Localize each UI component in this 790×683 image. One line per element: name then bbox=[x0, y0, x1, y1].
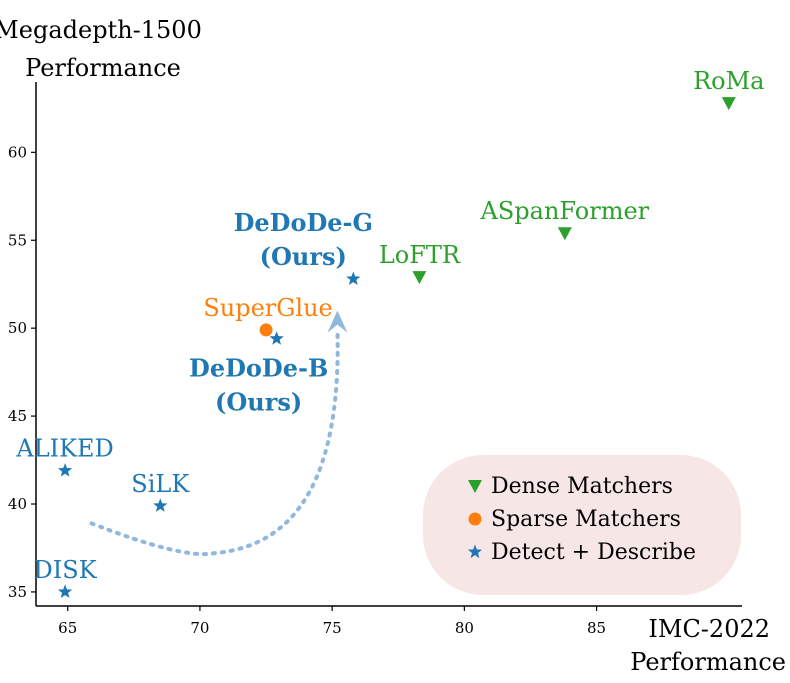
label-dedode-b-line2: (Ours) bbox=[215, 388, 302, 417]
label-dedode-g: DeDoDe-G bbox=[234, 208, 373, 237]
y-tick-label: 45 bbox=[8, 407, 27, 425]
marker-superglue bbox=[259, 323, 273, 337]
x-tick-label: 85 bbox=[587, 619, 606, 637]
trend-arrow bbox=[89, 310, 348, 557]
label-aliked: ALIKED bbox=[15, 435, 113, 463]
marker-aliked bbox=[57, 463, 73, 477]
point-labels: RoMa ASpanFormer LoFTR SuperGlue DeDoDe-G (Ou… bbox=[15, 67, 764, 584]
legend-marker-2 bbox=[467, 544, 483, 559]
label-loftr: LoFTR bbox=[379, 241, 461, 269]
label-dedode-g-line2: (Ours) bbox=[260, 242, 347, 271]
legend: Dense Matchers Sparse Matchers Detect + De… bbox=[423, 455, 741, 595]
y-tick-label: 55 bbox=[8, 231, 27, 249]
x-tick-label: 65 bbox=[58, 619, 77, 637]
label-dedode-b: DeDoDe-B bbox=[189, 354, 328, 383]
marker-loftr bbox=[412, 271, 427, 285]
x-tick-label: 80 bbox=[455, 619, 474, 637]
label-roma: RoMa bbox=[693, 67, 764, 95]
legend-entry-1: Sparse Matchers bbox=[491, 507, 681, 532]
marker-silk bbox=[153, 498, 168, 512]
marker-roma bbox=[721, 97, 736, 111]
trend-arrow-head bbox=[327, 310, 348, 333]
x-axis-title-line1: IMC-2022 bbox=[648, 615, 770, 643]
axes: 65 70 75 80 85 35 40 45 50 55 60 bbox=[8, 82, 742, 637]
legend-marker-0 bbox=[468, 480, 482, 493]
y-tick-label: 35 bbox=[8, 583, 27, 601]
label-aspanformer: ASpanFormer bbox=[480, 197, 650, 225]
y-tick-label: 60 bbox=[8, 143, 27, 161]
y-axis-title-line1: Megadepth-1500 bbox=[0, 16, 202, 44]
label-silk: SiLK bbox=[131, 470, 190, 498]
y-axis-title-line2: Performance bbox=[25, 54, 181, 82]
label-disk: DISK bbox=[34, 556, 98, 584]
marker-dedode-g bbox=[346, 271, 361, 286]
label-superglue: SuperGlue bbox=[203, 294, 332, 322]
legend-box bbox=[423, 455, 741, 595]
legend-entry-0: Dense Matchers bbox=[491, 474, 673, 499]
legend-entry-2: Detect + Describe bbox=[491, 540, 696, 565]
x-tick-label: 75 bbox=[323, 619, 342, 637]
axis-titles: Megadepth-1500 Performance IMC-2022 Perform… bbox=[0, 16, 786, 676]
marker-dedode-b bbox=[269, 331, 284, 345]
legend-marker-1 bbox=[468, 512, 482, 526]
y-tick-label: 50 bbox=[8, 319, 27, 337]
data-points bbox=[57, 97, 736, 598]
marker-aspanformer bbox=[557, 227, 572, 241]
x-tick-label: 70 bbox=[190, 619, 209, 637]
y-tick-label: 40 bbox=[8, 495, 27, 513]
marker-disk bbox=[57, 584, 73, 598]
x-axis-title-line2: Performance bbox=[630, 648, 786, 676]
trend-arrow-path bbox=[89, 326, 340, 557]
